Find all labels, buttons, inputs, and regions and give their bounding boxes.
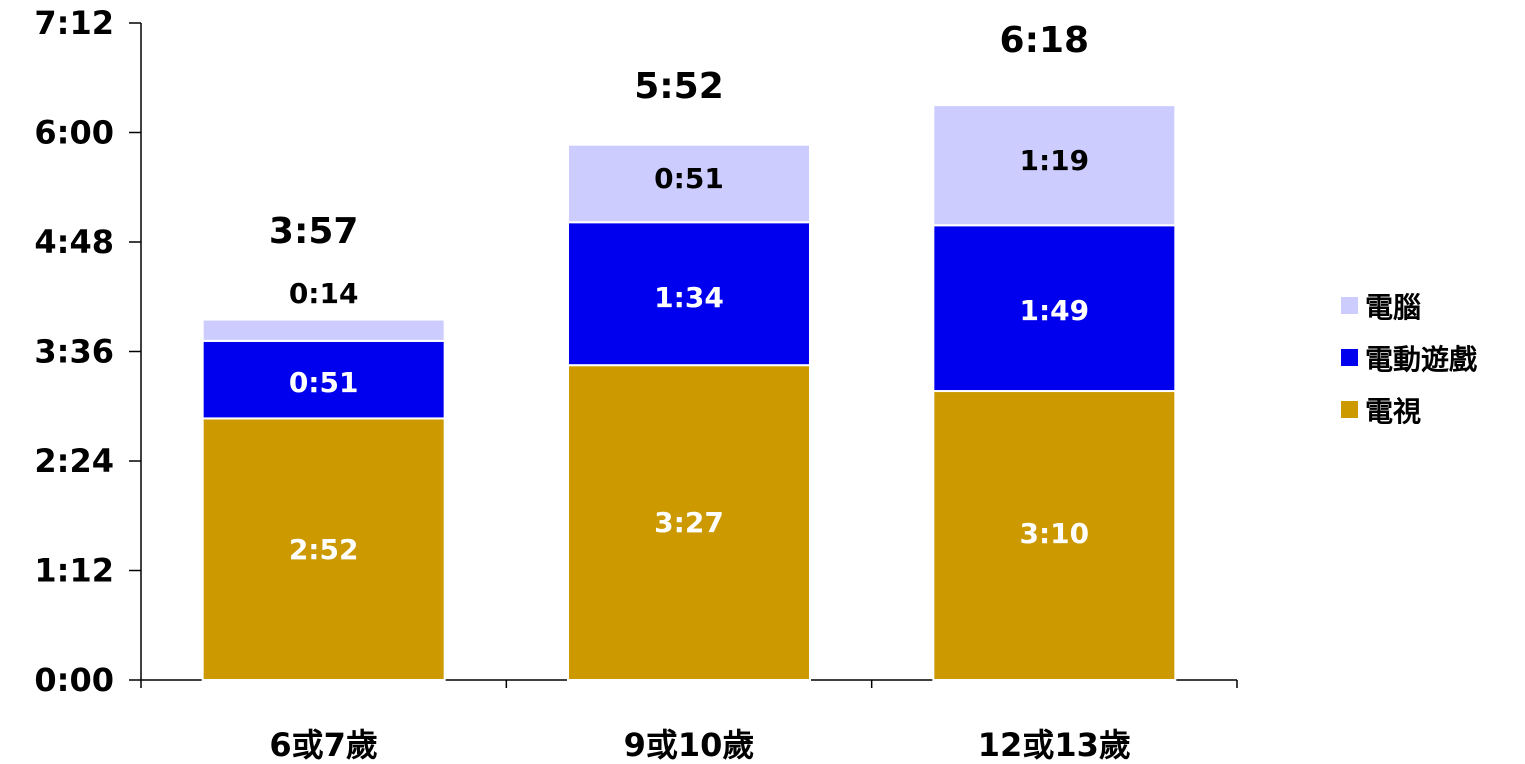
bar-value-label: 1:34 bbox=[654, 281, 724, 314]
bar-value-label: 3:27 bbox=[654, 506, 724, 539]
y-tick-label: 2:24 bbox=[34, 442, 114, 480]
bar-segment-3 bbox=[567, 143, 811, 224]
bar-value-label: 1:19 bbox=[1020, 144, 1090, 177]
bar-segment-2 bbox=[567, 221, 811, 367]
bar-segment-2 bbox=[932, 224, 1177, 393]
y-tick-label: 3:36 bbox=[34, 333, 114, 371]
legend-label: 電動遊戲 bbox=[1365, 343, 1477, 376]
x-axis: 6或7歲 9或10歲 12或13歲 bbox=[140, 679, 1238, 764]
bar-value-label: 3:10 bbox=[1020, 517, 1090, 550]
bar-total-label: 6:18 bbox=[1000, 20, 1090, 61]
legend-swatch bbox=[1341, 297, 1358, 314]
bar-segment-1 bbox=[567, 364, 811, 681]
y-tick-label: 7:12 bbox=[34, 4, 114, 42]
bar-labels: 2:52 0:51 0:14 3:27 1:34 0:51 3:10 1:49 1:19 3:57… bbox=[269, 20, 1089, 566]
bar-segment-1 bbox=[932, 390, 1177, 681]
bar-segment-3 bbox=[932, 104, 1177, 227]
y-tick-label: 1:12 bbox=[34, 552, 114, 590]
y-tick-label: 4:48 bbox=[34, 223, 114, 261]
y-tick-label: 0:00 bbox=[34, 661, 114, 699]
bar-value-label: 0:51 bbox=[289, 366, 359, 399]
y-axis: 0:00 1:12 2:24 3:36 4:48 6:00 7:12 bbox=[34, 4, 142, 699]
y-tick-label: 6:00 bbox=[34, 114, 114, 152]
bar-segment-1 bbox=[201, 417, 446, 681]
x-category-label: 12或13歲 bbox=[978, 726, 1131, 764]
bars bbox=[201, 104, 1177, 681]
bar-total-label: 3:57 bbox=[269, 211, 359, 252]
bar-value-label: 0:14 bbox=[289, 277, 359, 310]
bar-total-label: 5:52 bbox=[634, 66, 724, 107]
x-category-label: 6或7歲 bbox=[269, 726, 378, 764]
bar-value-label: 2:52 bbox=[289, 533, 359, 566]
bar-segment-2 bbox=[201, 339, 446, 420]
legend-label: 電視 bbox=[1365, 395, 1421, 428]
bar-value-label: 0:51 bbox=[654, 162, 724, 195]
bar-value-label: 1:49 bbox=[1020, 294, 1090, 327]
legend-label: 電腦 bbox=[1365, 291, 1421, 324]
legend-swatch bbox=[1341, 401, 1358, 418]
legend-swatch bbox=[1341, 349, 1358, 366]
x-category-label: 9或10歲 bbox=[624, 726, 755, 764]
bar-segment-3 bbox=[201, 318, 446, 342]
